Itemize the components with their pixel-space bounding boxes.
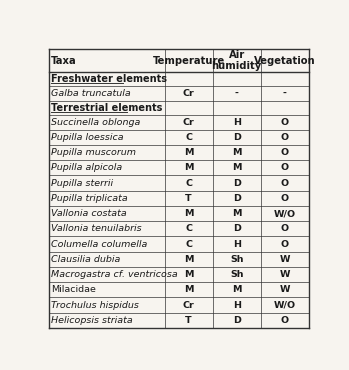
Text: Pupilla triplicata: Pupilla triplicata	[51, 194, 128, 203]
Text: Freshwater elements: Freshwater elements	[51, 74, 167, 84]
Text: Cr: Cr	[183, 89, 194, 98]
Text: Pupilla alpicola: Pupilla alpicola	[51, 163, 122, 172]
Text: C: C	[185, 179, 192, 188]
Text: Pupilla muscorum: Pupilla muscorum	[51, 148, 136, 157]
Text: C: C	[185, 133, 192, 142]
Text: M: M	[232, 163, 242, 172]
Text: M: M	[184, 209, 193, 218]
Text: M: M	[232, 285, 242, 294]
Text: Sh: Sh	[230, 255, 243, 264]
Text: Galba truncatula: Galba truncatula	[51, 89, 131, 98]
Text: H: H	[233, 300, 241, 310]
Text: O: O	[281, 224, 289, 233]
Text: O: O	[281, 148, 289, 157]
Text: M: M	[184, 270, 193, 279]
Text: Clausilia dubia: Clausilia dubia	[51, 255, 120, 264]
Text: M: M	[232, 209, 242, 218]
Text: O: O	[281, 179, 289, 188]
Text: Vallonia costata: Vallonia costata	[51, 209, 127, 218]
Text: M: M	[184, 148, 193, 157]
Text: M: M	[232, 148, 242, 157]
Text: O: O	[281, 316, 289, 325]
Text: C: C	[185, 224, 192, 233]
Text: D: D	[233, 224, 240, 233]
Text: W: W	[280, 255, 290, 264]
Text: Helicopsis striata: Helicopsis striata	[51, 316, 133, 325]
Text: Pupilla sterrii: Pupilla sterrii	[51, 179, 113, 188]
Text: Pupilla loessica: Pupilla loessica	[51, 133, 124, 142]
Text: O: O	[281, 133, 289, 142]
Text: D: D	[233, 194, 240, 203]
Text: Columella columella: Columella columella	[51, 239, 148, 249]
Text: O: O	[281, 239, 289, 249]
Text: T: T	[185, 194, 192, 203]
Text: Macrogastra cf. ventricosa: Macrogastra cf. ventricosa	[51, 270, 178, 279]
Text: O: O	[281, 118, 289, 127]
Text: Temperature: Temperature	[153, 56, 225, 65]
Text: Taxa: Taxa	[51, 56, 77, 65]
Text: M: M	[184, 285, 193, 294]
Text: -: -	[283, 89, 287, 98]
Text: Cr: Cr	[183, 300, 194, 310]
Text: Air
humidity: Air humidity	[211, 50, 262, 71]
Text: M: M	[184, 163, 193, 172]
Text: Vallonia tenuilabris: Vallonia tenuilabris	[51, 224, 142, 233]
Text: O: O	[281, 194, 289, 203]
Text: D: D	[233, 133, 240, 142]
Text: Succinella oblonga: Succinella oblonga	[51, 118, 141, 127]
Text: Cr: Cr	[183, 118, 194, 127]
Text: Milacidae: Milacidae	[51, 285, 96, 294]
Text: H: H	[233, 239, 241, 249]
Text: D: D	[233, 179, 240, 188]
Text: Vegetation: Vegetation	[254, 56, 315, 65]
Text: W/O: W/O	[274, 209, 296, 218]
Text: -: -	[235, 89, 239, 98]
Text: W: W	[280, 270, 290, 279]
Text: H: H	[233, 118, 241, 127]
Text: T: T	[185, 316, 192, 325]
Text: O: O	[281, 163, 289, 172]
Text: M: M	[184, 255, 193, 264]
Text: Terrestrial elements: Terrestrial elements	[51, 103, 163, 113]
Text: Sh: Sh	[230, 270, 243, 279]
Text: C: C	[185, 239, 192, 249]
Text: Trochulus hispidus: Trochulus hispidus	[51, 300, 139, 310]
Text: W/O: W/O	[274, 300, 296, 310]
Text: W: W	[280, 285, 290, 294]
Text: D: D	[233, 316, 240, 325]
